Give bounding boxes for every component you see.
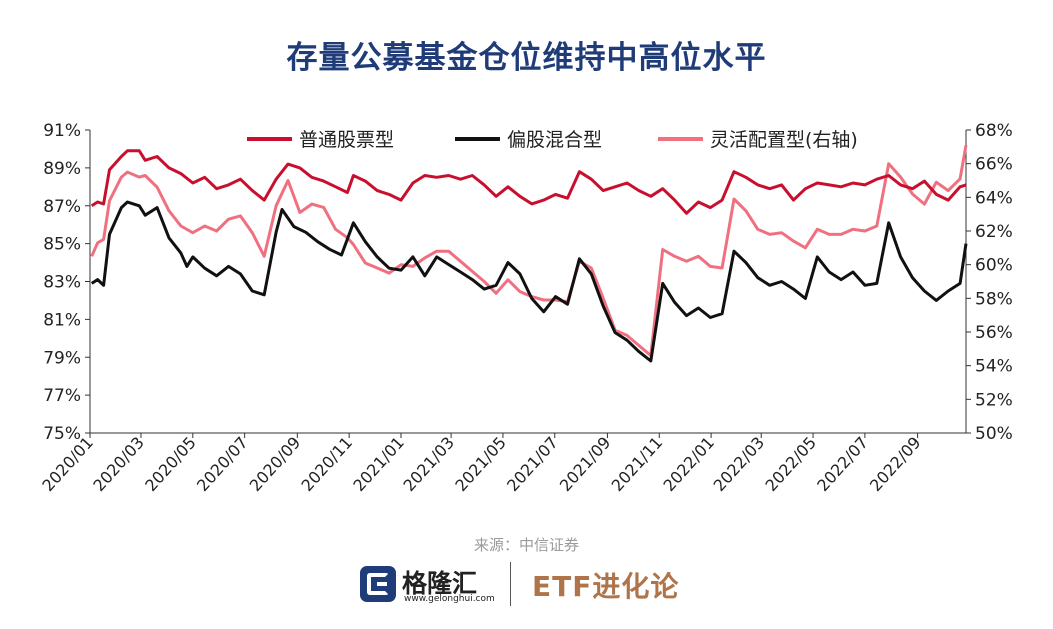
x-tick-label: 2020/07 — [193, 433, 252, 495]
left-tick-label: 77% — [43, 386, 81, 406]
footer-branding: 格隆汇 www.gelonghui.com ETF进化论 — [360, 560, 720, 610]
right-tick-label: 52% — [975, 390, 1013, 410]
source-note: 来源：中信证券 — [473, 536, 579, 554]
left-tick-label: 83% — [43, 273, 81, 293]
left-tick-label: 79% — [43, 348, 81, 368]
right-tick-label: 54% — [975, 357, 1013, 377]
x-tick-label: 2021/03 — [399, 433, 458, 495]
footer-divider — [510, 562, 511, 606]
right-tick-label: 58% — [975, 289, 1013, 309]
x-tick-label: 2020/11 — [298, 433, 357, 495]
x-tick-label: 2022/01 — [659, 433, 718, 495]
x-tick-label: 2022/05 — [761, 433, 820, 495]
series-line-普通股票型 — [90, 149, 967, 215]
right-tick-label: 60% — [975, 256, 1013, 276]
channel-name: ETF进化论 — [532, 570, 680, 603]
left-tick-label: 81% — [43, 310, 81, 330]
x-tick-label: 2022/07 — [813, 433, 872, 495]
left-tick-label: 91% — [43, 121, 81, 141]
x-tick-label: 2020/03 — [89, 433, 148, 495]
legend-label: 普通股票型 — [299, 129, 394, 151]
line-chart: 75% 77% 79% 81% 83% 85% 87% 89% 91% 50% 52% 54% 56% 5… — [38, 121, 1013, 495]
brand-url: www.gelonghui.com — [404, 594, 495, 604]
right-tick-label: 50% — [975, 424, 1013, 444]
left-tick-label: 75% — [43, 424, 81, 444]
legend-label: 灵活配置型(右轴) — [710, 129, 858, 151]
brand-name: 格隆汇 — [402, 569, 478, 598]
chart-lines — [90, 144, 968, 363]
chart-title: 存量公募基金仓位维持中高位水平 — [286, 40, 767, 76]
right-tick-label: 66% — [975, 155, 1013, 175]
left-tick-label: 87% — [43, 197, 81, 217]
legend-label: 偏股混合型 — [507, 129, 602, 151]
right-tick-label: 62% — [975, 222, 1013, 242]
x-tick-label: 2021/09 — [556, 433, 615, 495]
x-tick-label: 2021/11 — [608, 433, 667, 495]
right-tick-label: 68% — [975, 121, 1013, 141]
series-line-灵活配置型 — [90, 144, 968, 358]
series-line-偏股混合型 — [90, 200, 968, 363]
x-tick-label: 2021/07 — [503, 433, 562, 495]
x-tick-label: 2021/05 — [451, 433, 510, 495]
gelonghui-logo-icon — [360, 566, 396, 602]
left-tick-label: 89% — [43, 159, 81, 179]
x-tick-label: 2022/09 — [866, 433, 925, 495]
x-tick-label: 2020/05 — [141, 433, 200, 495]
x-tick-label: 2021/01 — [349, 433, 408, 495]
right-tick-label: 56% — [975, 323, 1013, 343]
x-tick-label: 2022/03 — [710, 433, 769, 495]
x-tick-label: 2020/09 — [246, 433, 305, 495]
left-tick-label: 85% — [43, 235, 81, 255]
chart-legend: 普通股票型 偏股混合型 灵活配置型(右轴) — [247, 129, 858, 151]
right-tick-label: 64% — [975, 188, 1013, 208]
